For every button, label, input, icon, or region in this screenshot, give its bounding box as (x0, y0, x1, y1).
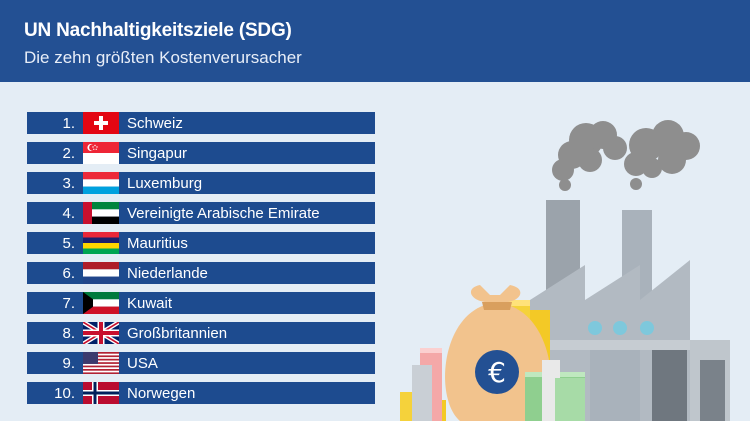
flag-switzerland-icon (83, 112, 119, 134)
country-name: Niederlande (127, 264, 208, 282)
rank-number: 7. (62, 294, 75, 312)
flag-netherlands-icon (83, 262, 119, 284)
ranking-row: 8. Großbritannien (27, 322, 375, 344)
rank-number: 10. (54, 384, 75, 402)
rank-number: 2. (62, 144, 75, 162)
ranking-row: 2. Singapur (27, 142, 375, 164)
rank-number: 4. (62, 204, 75, 222)
country-name: Norwegen (127, 384, 196, 402)
ranking-list: 1. Schweiz 2. Singapur 3. Luxemburg 4. V… (27, 112, 375, 412)
flag-luxembourg-icon (83, 172, 119, 194)
flag-uae-icon (83, 202, 119, 224)
ranking-row: 7. Kuwait (27, 292, 375, 314)
rank-number: 9. (62, 354, 75, 372)
country-name: Großbritannien (127, 324, 228, 342)
ranking-row: 4. Vereinigte Arabische Emirate (27, 202, 375, 224)
ranking-row: 9. USA (27, 352, 375, 374)
rank-number: 3. (62, 174, 75, 192)
ranking-row: 1. Schweiz (27, 112, 375, 134)
cash-bundle-icon (525, 360, 585, 421)
rank-number: 1. (62, 114, 75, 132)
ranking-row: 5. Mauritius (27, 232, 375, 254)
flag-mauritius-icon (83, 232, 119, 254)
country-name: Luxemburg (127, 174, 203, 192)
country-name: Mauritius (127, 234, 188, 252)
page-title: UN Nachhaltigkeitsziele (SDG) (24, 20, 292, 41)
flag-norway-icon (83, 382, 119, 404)
country-name: USA (127, 354, 158, 372)
factory-money-illustration: € (390, 110, 750, 421)
ranking-row: 6. Niederlande (27, 262, 375, 284)
flag-singapore-icon (83, 142, 119, 164)
flag-kuwait-icon (83, 292, 119, 314)
ranking-row: 3. Luxemburg (27, 172, 375, 194)
smoke-icon (552, 120, 700, 191)
country-name: Singapur (127, 144, 188, 162)
flag-usa-icon (83, 352, 119, 374)
country-name: Kuwait (127, 294, 173, 312)
country-name: Schweiz (127, 114, 183, 132)
rank-number: 6. (62, 264, 75, 282)
currency-symbol: € (488, 356, 506, 389)
flag-uk-icon (83, 322, 119, 344)
rank-number: 8. (62, 324, 75, 342)
page-subtitle: Die zehn größten Kostenverursacher (24, 48, 302, 67)
money-bag-icon: € (445, 285, 552, 421)
rank-number: 5. (62, 234, 75, 252)
header-banner: UN Nachhaltigkeitsziele (SDG) Die zehn g… (0, 0, 750, 82)
ranking-row: 10. Norwegen (27, 382, 375, 404)
country-name: Vereinigte Arabische Emirate (127, 204, 320, 222)
